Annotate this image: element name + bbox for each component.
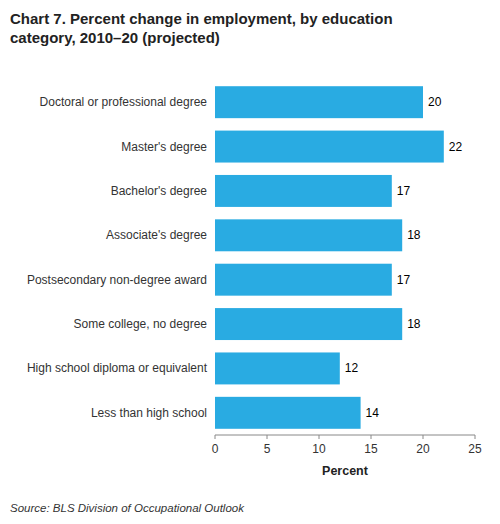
category-label: Less than high school <box>91 406 207 420</box>
x-tick <box>319 435 320 439</box>
x-tick <box>475 435 476 439</box>
title-line: category, 2010–20 (projected) <box>10 29 220 46</box>
data-label: 18 <box>407 228 421 242</box>
title-line: Chart 7. Percent change in employment, b… <box>10 10 393 27</box>
bar <box>215 352 340 384</box>
chart-container: Chart 7. Percent change in employment, b… <box>0 0 500 524</box>
data-label: 17 <box>397 184 411 198</box>
category-label: Master's degree <box>121 140 207 154</box>
x-tick <box>371 435 372 439</box>
bar <box>215 308 402 340</box>
bar <box>215 397 361 429</box>
x-tick <box>215 435 216 439</box>
chart-svg: Chart 7. Percent change in employment, b… <box>0 0 500 524</box>
bar <box>215 264 392 296</box>
x-tick-label: 20 <box>416 442 430 456</box>
bars <box>215 86 444 429</box>
x-tick-label: 0 <box>212 442 219 456</box>
data-label: 22 <box>449 140 463 154</box>
bar <box>215 175 392 207</box>
x-tick-label: 5 <box>264 442 271 456</box>
category-label: High school diploma or equivalent <box>27 361 208 375</box>
category-label: Doctoral or professional degree <box>40 95 208 109</box>
data-label: 18 <box>407 317 421 331</box>
x-tick-label: 10 <box>312 442 326 456</box>
x-tick <box>267 435 268 439</box>
category-label: Bachelor's degree <box>111 184 208 198</box>
data-label: 12 <box>345 361 359 375</box>
bar <box>215 86 423 118</box>
title: Chart 7. Percent change in employment, b… <box>10 10 393 46</box>
category-label: Postsecondary non-degree award <box>27 273 207 287</box>
x-axis-label: Percent <box>322 464 369 478</box>
x-tick-label: 15 <box>364 442 378 456</box>
data-label: 20 <box>428 95 442 109</box>
bar <box>215 131 444 163</box>
category-label: Some college, no degree <box>74 317 208 331</box>
data-label: 14 <box>366 406 380 420</box>
category-label: Associate's degree <box>106 228 207 242</box>
x-tick-label: 25 <box>468 442 482 456</box>
x-tick <box>423 435 424 439</box>
data-label: 17 <box>397 273 411 287</box>
source-note: Source: BLS Division of Occupational Out… <box>10 502 245 514</box>
x-axis-line <box>215 435 475 436</box>
bar <box>215 219 402 251</box>
